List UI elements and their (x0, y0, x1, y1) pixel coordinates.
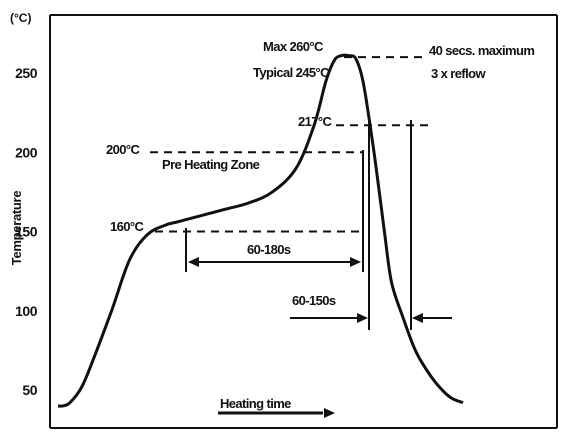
profile-curve (57, 53, 464, 408)
reflow-count-label: 3 x reflow (431, 66, 486, 81)
liquidus-time-label: 60-150s (292, 293, 336, 308)
preheat-time-label: 60-180s (247, 242, 291, 257)
y-tick-50: 50 (22, 382, 37, 398)
preheat-arrow-left (188, 257, 199, 267)
x-axis-label: Heating time (220, 396, 291, 411)
y-tick-150: 150 (15, 224, 38, 240)
y-axis-label: Temperature (9, 191, 24, 266)
max-temp-label: Max 260°C (263, 39, 324, 54)
annotation-labels: (°C) Temperature Heating time Max 260°C … (9, 11, 535, 411)
liquidus-arrow-left (412, 313, 423, 323)
guide-lines (150, 56, 430, 233)
y-ticks: 250 200 150 100 50 (15, 65, 38, 398)
y-unit-label: (°C) (10, 11, 31, 25)
preheat-min-label: 160°C (110, 219, 144, 234)
typical-temp-label: Typical 245°C (253, 65, 330, 80)
time-arrows (185, 120, 452, 418)
heating-time-arrow-head (324, 408, 335, 418)
preheat-zone-label: Pre Heating Zone (162, 157, 260, 172)
y-tick-200: 200 (15, 144, 38, 160)
liquidus-temp-label: 217°C (298, 114, 332, 129)
temperature-curve (57, 53, 464, 408)
axes (49, 14, 558, 429)
preheat-arrow-right (350, 257, 361, 267)
max-time-label: 40 secs. maximum (429, 43, 534, 58)
liquidus-arrow-right (357, 313, 368, 323)
y-tick-100: 100 (15, 303, 38, 319)
y-tick-250: 250 (15, 65, 38, 81)
preheat-max-label: 200°C (106, 142, 140, 157)
